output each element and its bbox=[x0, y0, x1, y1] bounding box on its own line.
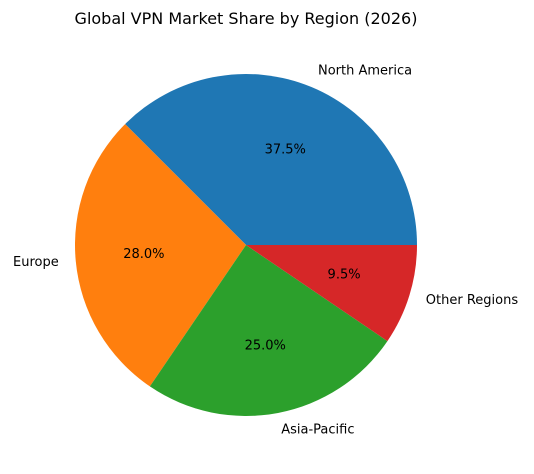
category-label-other-regions: Other Regions bbox=[426, 293, 519, 308]
percent-label-asia-pacific: 25.0% bbox=[245, 338, 286, 353]
pie-slice-europe bbox=[74, 124, 246, 387]
pie-slices bbox=[74, 73, 417, 417]
pie-labels: North America 37.5% Europe 28.0% Asia-Pacifi… bbox=[13, 64, 518, 438]
pie-slice-north-america bbox=[125, 73, 417, 245]
category-label-asia-pacific: Asia-Pacific bbox=[281, 422, 354, 437]
percent-label-north-america: 37.5% bbox=[265, 143, 306, 158]
percent-label-other-regions: 9.5% bbox=[328, 268, 361, 283]
percent-label-europe: 28.0% bbox=[123, 247, 164, 262]
pie-slice-other-regions bbox=[246, 245, 417, 342]
pie-slice-asia-pacific bbox=[149, 245, 388, 417]
chart-title: Global VPN Market Share by Region (2026) bbox=[75, 9, 418, 28]
category-label-europe: Europe bbox=[13, 255, 59, 270]
category-label-north-america: North America bbox=[318, 64, 412, 79]
